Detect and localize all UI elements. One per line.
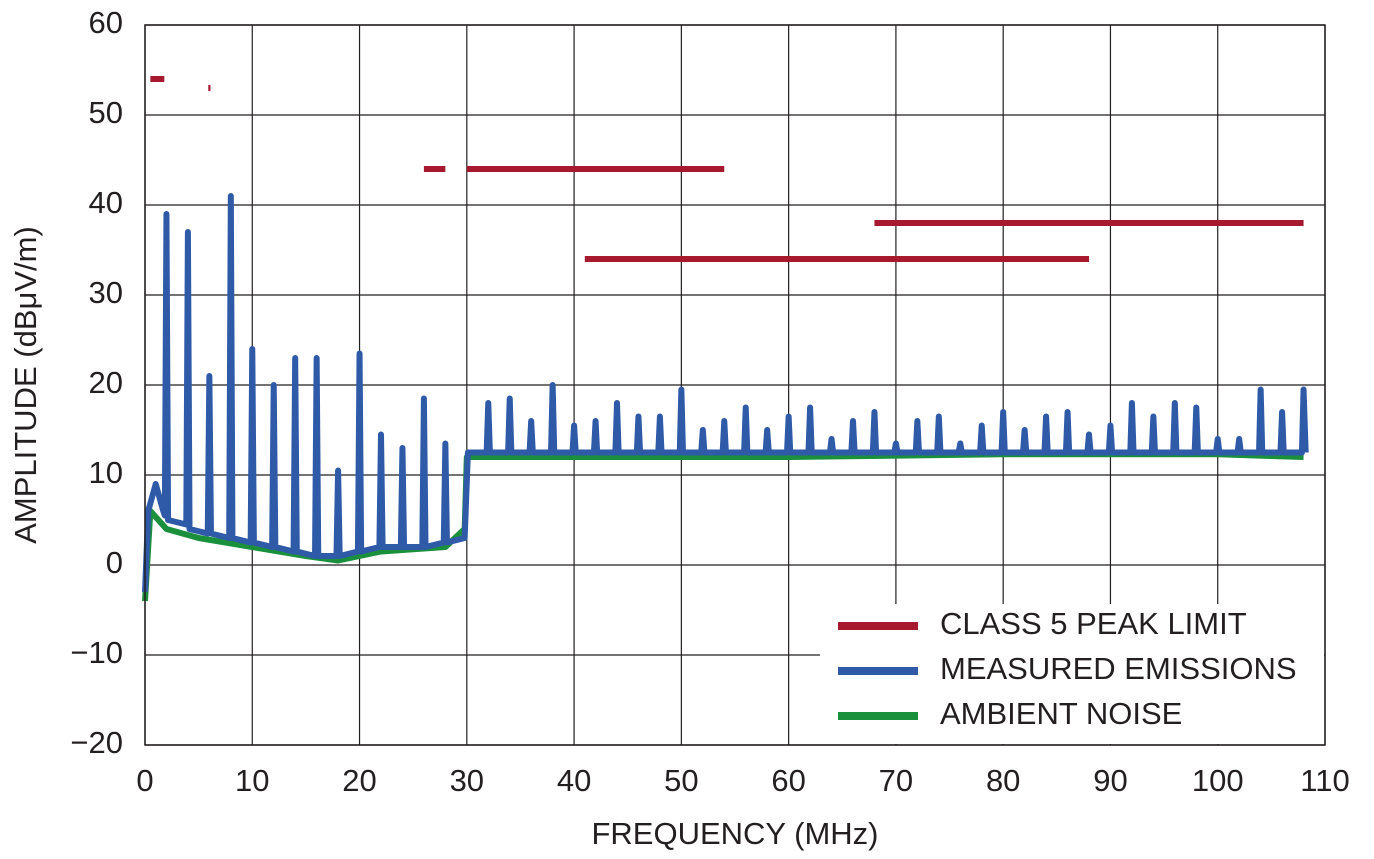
x-tick-label: 50 — [664, 763, 698, 798]
x-tick-label: 60 — [771, 763, 805, 798]
y-tick-label: −20 — [70, 725, 123, 760]
series-line — [142, 193, 1309, 593]
x-tick-label: 80 — [986, 763, 1020, 798]
x-tick-label: 20 — [342, 763, 376, 798]
x-tick-label: 110 — [1300, 763, 1349, 798]
x-tick-label: 10 — [235, 763, 269, 798]
x-tick-label: 0 — [136, 763, 153, 798]
x-tick-label: 30 — [450, 763, 484, 798]
legend-label: AMBIENT NOISE — [940, 696, 1182, 731]
legend-label: MEASURED EMISSIONS — [940, 651, 1297, 686]
y-tick-label: 40 — [89, 185, 123, 220]
y-axis-label: AMPLITUDE (dBμV/m) — [8, 226, 43, 544]
x-axis-label: FREQUENCY (MHz) — [591, 816, 878, 851]
x-tick-label: 100 — [1192, 763, 1244, 798]
x-tick-label: 90 — [1093, 763, 1127, 798]
y-tick-label: 30 — [89, 275, 123, 310]
y-tick-label: 50 — [89, 95, 123, 130]
x-tick-label: 70 — [879, 763, 913, 798]
y-tick-label: 20 — [89, 365, 123, 400]
y-tick-label: 0 — [106, 545, 123, 580]
plot-frame — [144, 24, 1326, 746]
y-tick-label: 60 — [89, 5, 123, 40]
x-tick-label: 40 — [557, 763, 591, 798]
legend-label: CLASS 5 PEAK LIMIT — [940, 606, 1247, 641]
y-tick-label: 10 — [89, 455, 123, 490]
y-tick-label: −10 — [70, 635, 123, 670]
